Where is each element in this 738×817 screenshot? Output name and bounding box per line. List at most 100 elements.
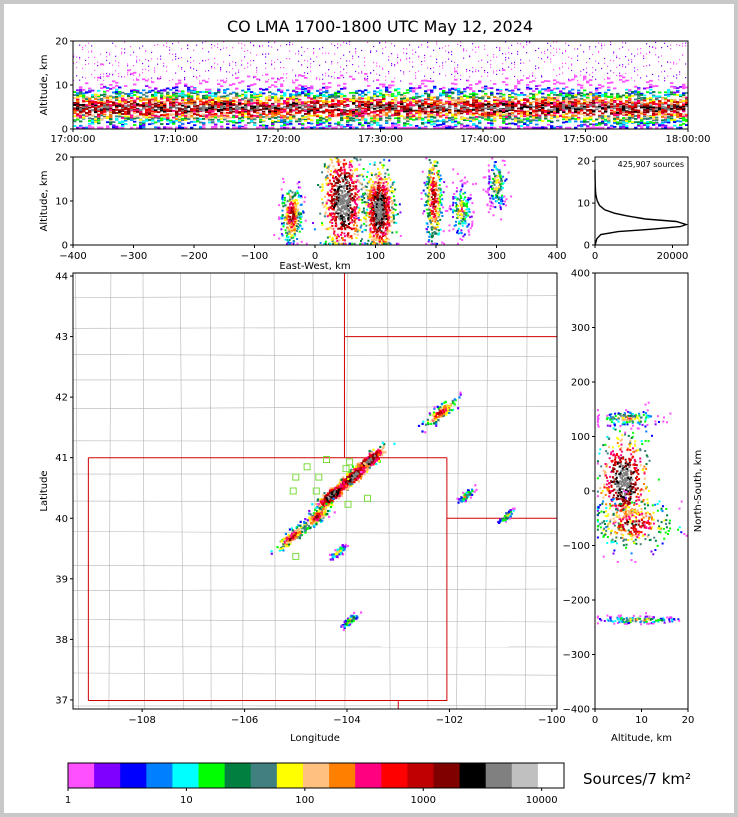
source-mark (286, 77, 288, 79)
source-mark (88, 63, 90, 65)
source-mark (481, 107, 485, 110)
source-mark (574, 99, 578, 101)
source-mark (190, 114, 194, 117)
source-mark (280, 83, 284, 86)
source-mark (370, 101, 374, 104)
source-mark (559, 126, 563, 129)
source-mark (493, 56, 495, 58)
source-mark (352, 55, 354, 57)
source-mark (490, 80, 492, 82)
source-mark (178, 92, 182, 95)
source-mark (454, 124, 458, 126)
source-mark (85, 45, 87, 47)
source-mark (592, 97, 596, 100)
source-mark (187, 96, 191, 99)
source-mark (394, 89, 398, 92)
source-mark (595, 126, 599, 129)
source-mark (91, 103, 95, 105)
source-mark (256, 54, 258, 56)
source-mark (88, 90, 92, 93)
source-mark (88, 126, 92, 129)
source-mark (238, 108, 242, 110)
source-mark (439, 101, 443, 104)
source-mark (193, 113, 197, 116)
source-mark (433, 67, 435, 69)
source-mark (133, 106, 137, 108)
source-mark (250, 102, 254, 105)
source-mark (271, 124, 275, 127)
source-mark (598, 62, 600, 64)
source-mark (187, 116, 191, 118)
source-mark (538, 90, 542, 92)
source-mark (388, 126, 392, 129)
source-mark (406, 97, 410, 100)
source-mark (181, 94, 185, 97)
source-mark (535, 105, 539, 108)
source-mark (241, 106, 245, 109)
source-mark (295, 86, 299, 89)
source-mark (520, 69, 522, 72)
source-mark (589, 58, 591, 60)
source-mark (553, 101, 557, 104)
source-mark (394, 114, 398, 116)
source-mark (286, 100, 290, 103)
source-mark (364, 78, 368, 81)
source-mark (340, 119, 344, 122)
source-mark (472, 90, 476, 93)
source-mark (103, 93, 107, 96)
source-mark (352, 120, 356, 122)
source-mark (565, 98, 569, 100)
source-mark (112, 101, 116, 104)
source-mark (502, 81, 506, 83)
source-mark (367, 96, 371, 99)
source-mark (556, 75, 558, 77)
source-mark (427, 111, 431, 113)
source-mark (514, 96, 518, 98)
source-mark (268, 79, 270, 81)
source-mark (361, 116, 365, 119)
source-mark (457, 43, 459, 45)
source-mark (106, 101, 110, 103)
source-mark (214, 114, 218, 117)
source-mark (532, 93, 536, 96)
source-mark (304, 113, 308, 115)
source-mark (256, 111, 260, 114)
source-mark (205, 41, 207, 43)
source-mark (202, 106, 206, 108)
source-mark (94, 119, 98, 122)
source-mark (121, 101, 125, 104)
source-mark (475, 124, 479, 127)
source-mark (385, 119, 389, 122)
source-mark (448, 110, 452, 112)
source-mark (484, 107, 488, 110)
source-mark (502, 97, 506, 99)
source-mark (334, 104, 338, 107)
source-mark (478, 113, 482, 116)
source-mark (454, 89, 458, 91)
source-mark (529, 81, 533, 83)
source-mark (94, 56, 96, 58)
source-mark (277, 101, 281, 104)
source-mark (406, 48, 408, 50)
source-mark (562, 82, 566, 85)
source-mark (361, 103, 365, 106)
source-mark (82, 94, 86, 97)
source-mark (487, 113, 491, 116)
source-mark (175, 72, 177, 74)
source-mark (466, 119, 470, 121)
source-mark (316, 97, 320, 99)
source-mark (115, 125, 119, 128)
source-mark (451, 103, 455, 105)
source-mark (373, 107, 377, 110)
source-mark (433, 87, 437, 90)
source-mark (484, 48, 486, 50)
source-mark (409, 97, 413, 99)
source-mark (76, 75, 78, 77)
source-mark (307, 122, 311, 124)
source-mark (283, 92, 287, 94)
source-mark (313, 53, 315, 55)
source-mark (82, 110, 86, 113)
source-mark (301, 88, 305, 91)
source-mark (292, 115, 296, 118)
source-mark (247, 117, 251, 120)
